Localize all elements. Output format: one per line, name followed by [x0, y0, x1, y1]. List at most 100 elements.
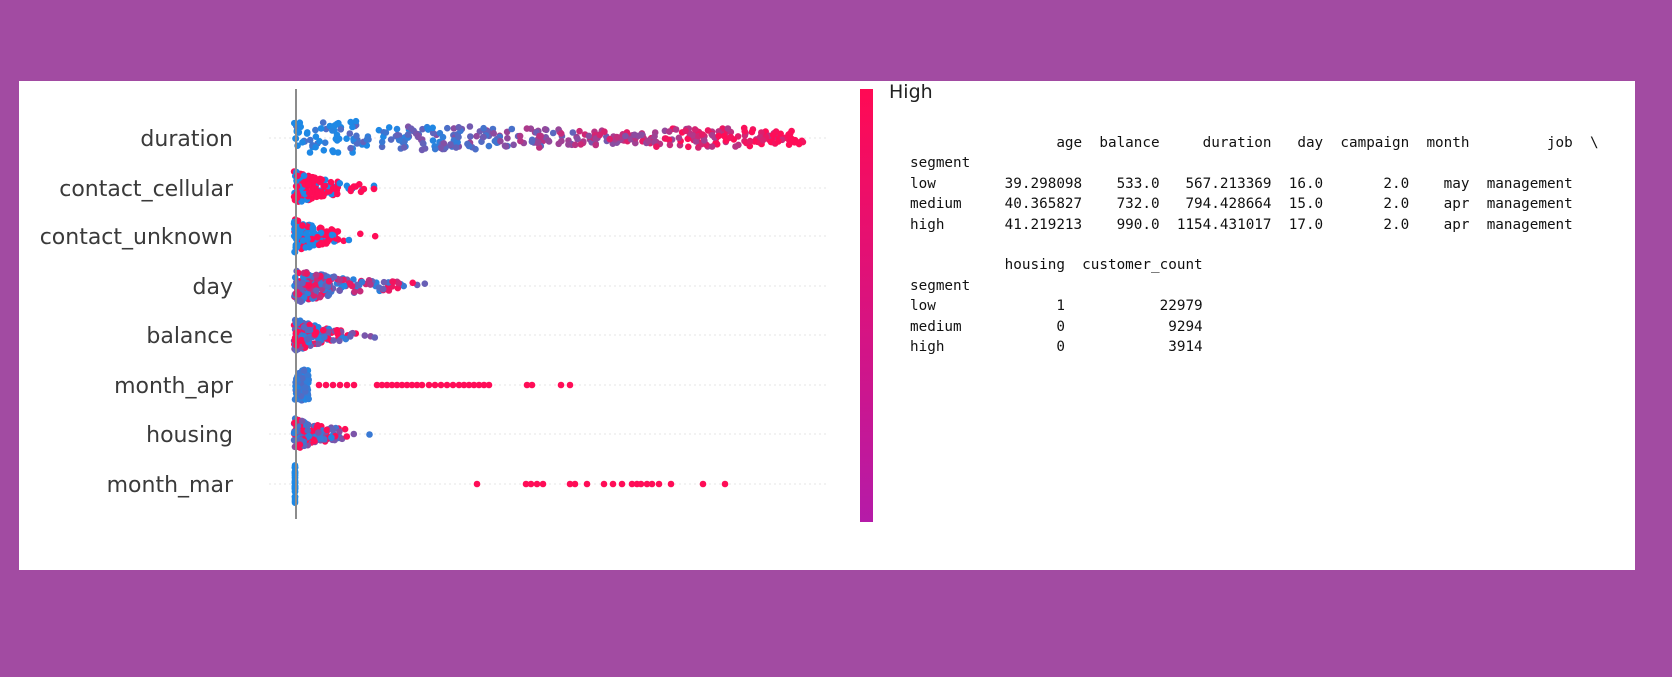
data-point	[393, 381, 401, 389]
data-point	[502, 143, 510, 150]
data-point	[523, 381, 531, 389]
data-point	[330, 337, 337, 344]
feature-label-month-mar: month_mar	[107, 473, 234, 498]
data-point	[613, 133, 621, 141]
data-point	[341, 282, 348, 290]
data-point	[667, 480, 675, 488]
data-point	[324, 188, 332, 195]
data-point	[309, 224, 317, 232]
data-point	[371, 232, 379, 240]
data-point	[330, 273, 338, 280]
data-point	[609, 480, 617, 488]
data-point	[346, 280, 354, 288]
data-point	[455, 124, 463, 131]
data-point	[305, 395, 313, 403]
data-point	[643, 480, 651, 488]
data-point	[689, 132, 697, 139]
data-point	[691, 126, 699, 133]
data-point	[539, 480, 547, 488]
data-point	[682, 127, 689, 135]
data-point	[336, 337, 343, 345]
data-point	[316, 138, 323, 145]
data-point	[466, 123, 474, 130]
data-point	[305, 189, 313, 197]
data-point	[425, 381, 433, 389]
data-point	[407, 125, 415, 132]
data-point	[473, 480, 481, 488]
dataframe-output: age balance duration day campaign month …	[910, 135, 1599, 356]
data-point	[320, 147, 328, 154]
data-point	[740, 124, 748, 132]
data-point	[574, 135, 581, 143]
data-point	[302, 244, 310, 251]
data-point	[571, 141, 579, 149]
data-point	[577, 141, 585, 148]
feature-label-contact-cellular: contact_cellular	[59, 177, 234, 202]
data-point	[315, 241, 323, 249]
data-point	[306, 136, 314, 144]
data-point	[336, 287, 343, 294]
data-point	[299, 375, 306, 382]
data-point	[387, 136, 395, 143]
data-point	[293, 376, 301, 383]
data-point	[313, 287, 320, 294]
data-point	[536, 132, 543, 140]
data-point	[571, 480, 579, 488]
data-point	[370, 185, 378, 193]
data-point	[325, 278, 333, 285]
data-point	[464, 140, 471, 148]
data-point	[398, 381, 406, 389]
data-point	[601, 128, 608, 135]
data-point	[418, 146, 426, 154]
data-point	[569, 129, 577, 136]
data-point	[300, 323, 308, 331]
data-point	[465, 381, 473, 389]
data-point	[637, 480, 645, 488]
data-point	[303, 336, 311, 343]
data-point	[419, 140, 427, 147]
data-point	[336, 428, 343, 435]
data-point	[324, 282, 332, 290]
beeswarm-plot: duration contact_cellular contact_unknownd…	[40, 89, 873, 522]
data-point	[684, 135, 692, 143]
data-point	[722, 137, 730, 144]
feature-label-month-apr: month_apr	[114, 374, 234, 399]
data-point	[533, 480, 541, 488]
data-point	[545, 138, 553, 145]
data-point	[363, 136, 371, 143]
data-point	[334, 190, 341, 198]
data-point	[360, 185, 368, 193]
data-point	[517, 137, 524, 145]
data-point	[315, 340, 322, 348]
data-point	[418, 381, 426, 389]
data-point	[541, 126, 549, 133]
data-point	[329, 381, 337, 389]
data-point	[527, 480, 535, 488]
data-point	[400, 282, 408, 290]
data-point	[648, 480, 656, 488]
data-point	[317, 435, 324, 442]
data-point	[480, 133, 487, 141]
data-point	[361, 332, 369, 339]
data-point	[311, 174, 319, 182]
data-point	[523, 125, 531, 132]
data-point	[437, 144, 444, 152]
data-point	[454, 138, 461, 146]
data-point	[299, 222, 306, 229]
data-point	[632, 139, 639, 147]
data-point	[732, 143, 739, 150]
data-point	[353, 140, 361, 147]
data-point	[516, 132, 524, 140]
data-point	[651, 133, 658, 140]
data-point	[379, 285, 387, 293]
data-point	[378, 143, 386, 151]
data-point	[334, 228, 342, 235]
data-point	[699, 480, 707, 488]
data-point	[312, 126, 319, 134]
data-point	[373, 381, 381, 389]
data-point	[393, 125, 401, 133]
data-point	[345, 236, 353, 244]
data-point	[329, 127, 336, 134]
data-point	[343, 381, 351, 389]
data-point	[390, 278, 397, 286]
